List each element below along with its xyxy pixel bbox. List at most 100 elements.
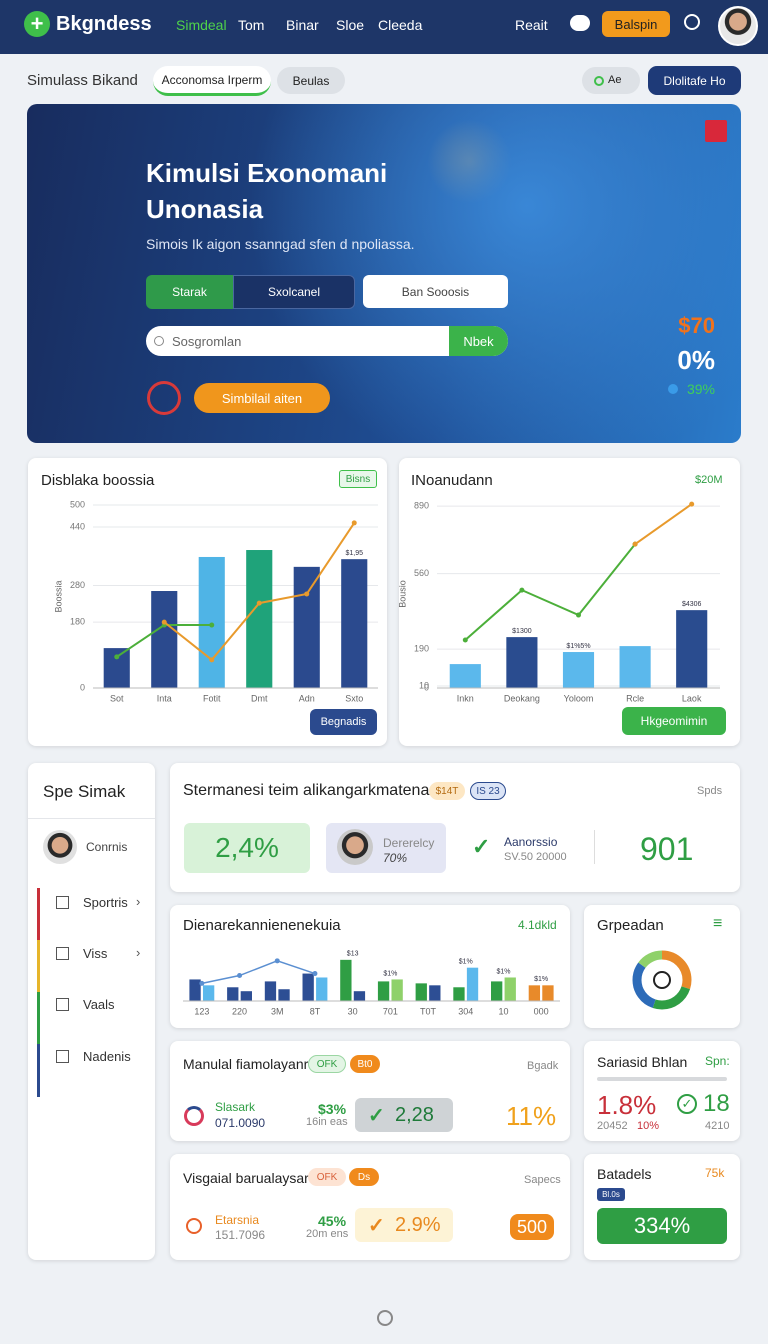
- avatar: [43, 830, 77, 864]
- icon: [186, 1218, 202, 1234]
- nav-link[interactable]: Reait: [515, 17, 548, 33]
- check-icon: ✓: [368, 1105, 385, 1127]
- card-title: Sariasid Bhlan: [597, 1054, 688, 1070]
- stat-dot: [668, 384, 678, 394]
- check-box: [355, 1208, 453, 1242]
- check-icon: ✓: [677, 1094, 697, 1114]
- icon: [56, 1050, 69, 1063]
- badge: Ds: [349, 1168, 379, 1186]
- status-dot: [594, 76, 604, 86]
- hero: [27, 104, 741, 443]
- sidebar-item[interactable]: Nadenis: [83, 1049, 131, 1064]
- big-number: 18: [703, 1090, 730, 1117]
- search-icon[interactable]: [684, 14, 700, 30]
- big-number: 1.8%: [597, 1090, 657, 1120]
- check-icon: ✓: [472, 834, 491, 859]
- toolbar-button[interactable]: Dlolitafe Ho: [648, 66, 741, 95]
- chart-panel: [28, 458, 387, 746]
- tab[interactable]: Beulas: [277, 67, 345, 94]
- item-label: Etarsnia: [215, 1213, 260, 1227]
- card: [584, 1041, 740, 1141]
- search-box[interactable]: [146, 326, 508, 356]
- badge: Bl.0s: [597, 1188, 625, 1201]
- user-name: Conrnis: [86, 840, 128, 854]
- accent: [37, 940, 40, 992]
- card-title: Batadels: [597, 1166, 652, 1182]
- hero-title: Kimulsi Exonomani: [146, 158, 388, 188]
- chart-panel: [399, 458, 740, 746]
- corner-label: 75k: [705, 1166, 725, 1180]
- accent: [37, 888, 40, 940]
- avatar[interactable]: [718, 6, 758, 46]
- icon: [56, 998, 69, 1011]
- pct: $3%: [318, 1101, 347, 1117]
- chevron: ›: [136, 894, 141, 909]
- sub-label: 20452: [597, 1120, 628, 1132]
- check-sub: SV.50 20000: [504, 851, 567, 863]
- badge: Bisns: [339, 470, 377, 488]
- check-box: [355, 1098, 453, 1132]
- big-number: 901: [640, 831, 694, 867]
- progress-bar: 334%: [597, 1208, 727, 1244]
- page-title: Simulass Bikand: [27, 72, 138, 89]
- check-value: 2.9%: [395, 1214, 441, 1236]
- search-icon[interactable]: [377, 1310, 393, 1326]
- chart-button[interactable]: Begnadis: [310, 709, 377, 735]
- corner-label: Spn:: [705, 1054, 730, 1068]
- nav-link[interactable]: Tom: [238, 17, 265, 33]
- logo[interactable]: Bkgndess: [56, 13, 152, 35]
- divider: [594, 830, 595, 864]
- icon: [56, 896, 69, 909]
- card-title: Stermanesi teim alikangarkmatenar: [183, 782, 435, 799]
- filter-label[interactable]: Ae: [608, 74, 622, 86]
- stat-box: 2,4%: [184, 823, 310, 873]
- toggle[interactable]: Sxolcanel: [233, 275, 355, 309]
- badge: 4.1dkld: [518, 918, 557, 932]
- big-number: 11%: [506, 1101, 557, 1131]
- sidebar-item[interactable]: Sportris: [83, 895, 128, 910]
- card-title: Grpeadan: [597, 917, 664, 934]
- big-number: 500: [510, 1214, 554, 1240]
- nav-link[interactable]: Binar: [286, 17, 319, 33]
- divider: [28, 818, 155, 819]
- menu-icon[interactable]: ≡: [713, 915, 723, 932]
- card-title: Visgaial barualaysar: [183, 1170, 309, 1186]
- icon: [184, 1106, 204, 1126]
- toggle[interactable]: Starak: [146, 275, 233, 309]
- tab[interactable]: Acconomsa Irperm: [153, 66, 271, 96]
- card-title: Dienarekannienenekuia: [183, 917, 341, 934]
- hero-title: Unonasia: [146, 194, 264, 224]
- corner-label: Spds: [697, 785, 723, 797]
- action-button[interactable]: Simbilail aiten: [194, 383, 330, 413]
- search-button[interactable]: Nbek: [449, 326, 508, 356]
- nav-link[interactable]: Cleeda: [378, 17, 423, 33]
- filter-pill[interactable]: [582, 67, 640, 94]
- option-button[interactable]: Ban Sooosis: [363, 275, 508, 308]
- check-icon: ✓: [368, 1215, 385, 1237]
- pct-sub: 16in eas: [306, 1116, 348, 1128]
- sub-label: 10%: [637, 1120, 660, 1132]
- hero-subtitle: Simois Ik aigon ssanngad sfen d npoliass…: [146, 236, 415, 252]
- sidebar-item[interactable]: Vaals: [83, 997, 115, 1012]
- sidebar-item[interactable]: Viss: [83, 946, 108, 961]
- nav-button[interactable]: Balspin: [602, 11, 670, 37]
- badge: IS 23: [470, 782, 506, 800]
- logo-icon[interactable]: +: [24, 11, 50, 37]
- check-value: 2,28: [395, 1104, 434, 1126]
- badge: $20M: [695, 474, 723, 486]
- record-icon[interactable]: [147, 381, 181, 415]
- chat-icon[interactable]: [570, 15, 590, 31]
- badge: OFK: [308, 1055, 346, 1073]
- nav-link[interactable]: Sloe: [336, 17, 365, 33]
- nav-link[interactable]: Simdeal: [176, 17, 227, 33]
- hero-stat: $70: [678, 313, 715, 338]
- person-value: 70%: [383, 851, 408, 865]
- hero-stat: 0%: [677, 345, 715, 375]
- check-label: Aanorssio: [504, 835, 558, 849]
- search-placeholder: Sosgromlan: [172, 334, 242, 349]
- accent: [37, 1044, 40, 1097]
- chart-button[interactable]: Hkgeomimin: [622, 707, 726, 735]
- badge: $14T: [429, 782, 465, 800]
